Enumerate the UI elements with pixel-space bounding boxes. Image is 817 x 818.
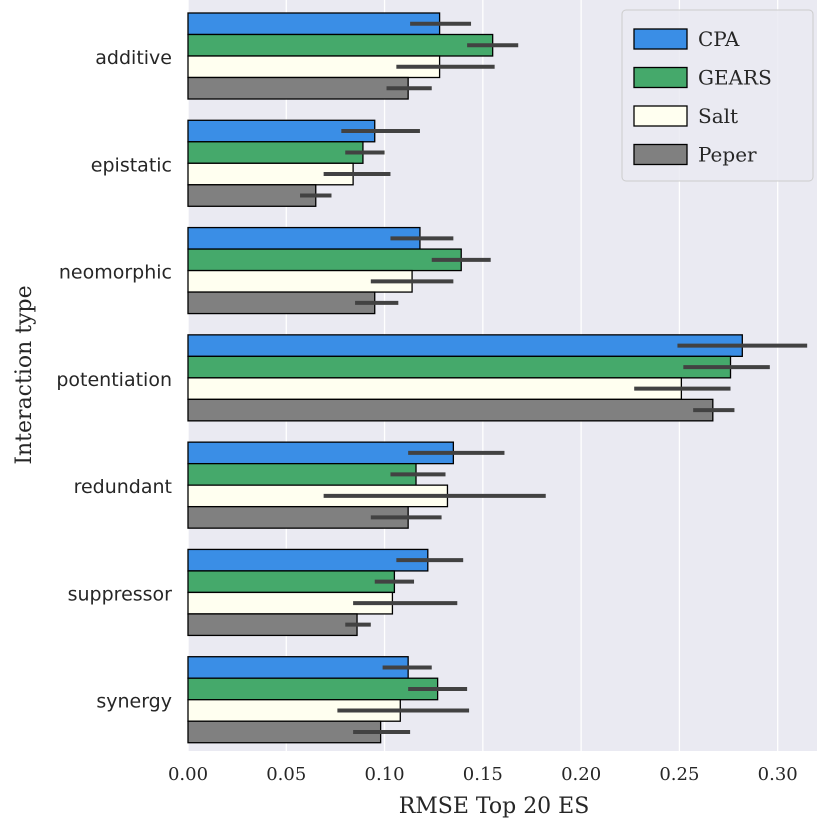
legend-swatch-peper <box>634 145 687 165</box>
legend-swatch-cpa <box>634 29 687 49</box>
legend-label-gears: GEARS <box>698 66 772 90</box>
x-tick-label: 0.10 <box>365 764 405 785</box>
bar-gears-redundant <box>188 464 416 486</box>
y-tick-label-additive: additive <box>95 47 172 69</box>
y-tick-label-redundant: redundant <box>74 476 172 498</box>
legend-swatch-gears <box>634 68 687 88</box>
x-tick-labels: 0.00 0.05 0.10 0.15 0.20 0.25 0.30 <box>168 764 798 785</box>
x-tick-label: 0.15 <box>463 764 503 785</box>
bar-peper-additive <box>188 78 408 100</box>
legend-label-peper: Peper <box>698 143 757 167</box>
y-tick-label-epistatic: epistatic <box>91 154 172 176</box>
bar-peper-epistatic <box>188 185 316 207</box>
legend-label-cpa: CPA <box>698 27 740 51</box>
x-tick-label: 0.20 <box>561 764 601 785</box>
bar-peper-neomorphic <box>188 292 375 314</box>
y-axis-title: Interaction type <box>12 285 37 464</box>
x-tick-label: 0.30 <box>758 764 798 785</box>
bar-peper-synergy <box>188 721 381 743</box>
x-tick-label: 0.25 <box>659 764 699 785</box>
y-tick-label-neomorphic: neomorphic <box>59 262 172 284</box>
bar-cpa-potentiation <box>188 335 742 357</box>
y-tick-labels: additive epistatic neomorphic potentiation r… <box>56 47 172 713</box>
legend: CPA GEARS Salt Peper <box>622 10 813 181</box>
bar-salt-potentiation <box>188 378 681 400</box>
bar-cpa-suppressor <box>188 549 428 571</box>
legend-swatch-salt <box>634 106 687 126</box>
bar-gears-potentiation <box>188 356 731 378</box>
bar-peper-suppressor <box>188 614 357 636</box>
bar-cpa-neomorphic <box>188 228 420 250</box>
bar-peper-potentiation <box>188 399 713 421</box>
x-tick-label: 0.05 <box>266 764 306 785</box>
bar-gears-epistatic <box>188 142 363 164</box>
bar-gears-synergy <box>188 678 438 700</box>
y-tick-label-synergy: synergy <box>96 691 172 713</box>
bar-gears-additive <box>188 35 493 57</box>
y-tick-label-potentiation: potentiation <box>56 369 172 391</box>
bar-gears-neomorphic <box>188 249 461 270</box>
x-tick-label: 0.00 <box>168 764 208 785</box>
x-axis-title: RMSE Top 20 ES <box>399 794 590 818</box>
bar-cpa-additive <box>188 13 440 35</box>
legend-label-salt: Salt <box>698 104 738 128</box>
bar-gears-suppressor <box>188 571 394 593</box>
y-tick-label-suppressor: suppressor <box>68 583 173 605</box>
bar-cpa-synergy <box>188 657 408 679</box>
